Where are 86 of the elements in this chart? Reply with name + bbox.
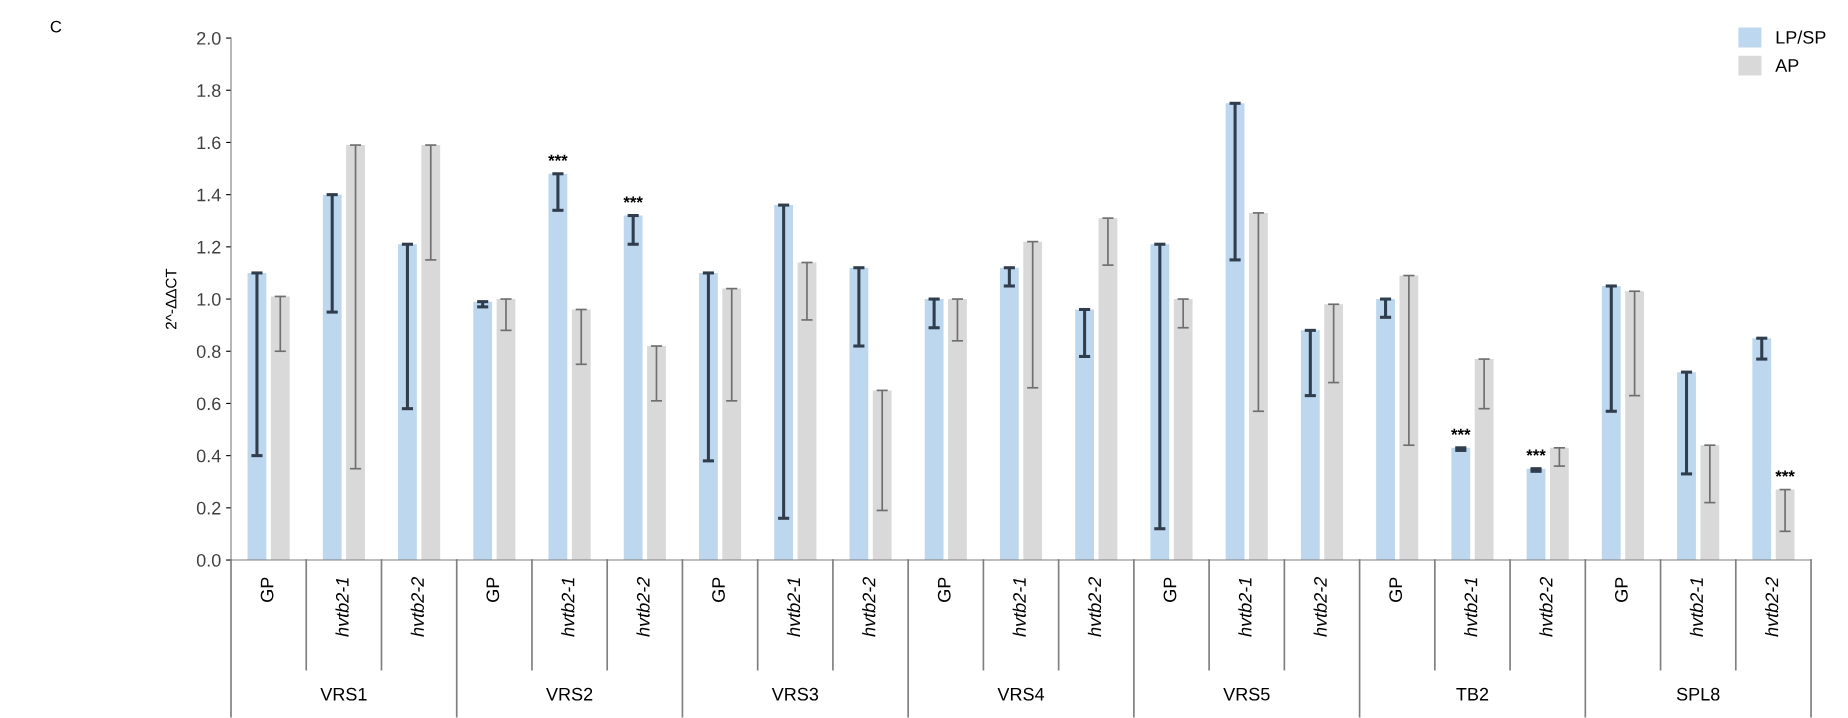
bar	[999, 267, 1019, 561]
x-tick-label: hvtb2-1	[1464, 578, 1478, 637]
text: C	[50, 20, 62, 33]
bar	[270, 296, 290, 561]
x-tick-label: hvtb2-2	[1313, 576, 1327, 637]
y-tick-label: 2.0	[197, 31, 221, 45]
bar	[1451, 447, 1471, 561]
bar	[1075, 309, 1094, 561]
x-tick-label: hvtb2-2	[410, 576, 424, 637]
bar	[548, 173, 568, 561]
x-tick-label: hvtb2-1	[1012, 578, 1026, 637]
y-tick-label: 1.0	[197, 292, 221, 306]
bar	[722, 288, 742, 561]
bar	[1625, 291, 1645, 561]
x-tick-label: hvtb2-2	[862, 576, 876, 637]
bar	[647, 346, 666, 561]
bar	[1775, 489, 1795, 561]
bar	[872, 390, 892, 561]
x-tick-label: GP	[712, 577, 725, 602]
data-label: ***	[1775, 470, 1795, 477]
bar	[1324, 304, 1344, 561]
x-tick-label: GP	[486, 577, 500, 602]
x-tick-label: hvtb2-2	[1539, 576, 1553, 637]
bar	[1376, 299, 1395, 561]
text: VRS4	[997, 687, 1045, 701]
bar	[346, 145, 365, 561]
y-axis-title: 2^-ΔΔCT	[165, 268, 177, 330]
bar	[849, 267, 869, 561]
x-tick-label: GP	[1615, 577, 1628, 602]
y-tick-label: 1.4	[197, 188, 221, 202]
bar	[1173, 299, 1193, 561]
x-tick-label: hvtb2-1	[786, 578, 801, 637]
bar	[1474, 359, 1494, 561]
bar	[1225, 103, 1245, 561]
x-tick-label: hvtb2-1	[561, 578, 575, 637]
x-tick-label: hvtb2-2	[636, 576, 650, 637]
bar	[1526, 468, 1546, 561]
x-tick-label: hvtb2-1	[1689, 578, 1704, 637]
bar	[571, 309, 591, 561]
bar	[421, 145, 441, 561]
data-label: ***	[1451, 428, 1471, 435]
data-label: ***	[548, 154, 568, 161]
bar	[623, 215, 643, 561]
text: VRS2	[546, 687, 593, 701]
x-tick-label: GP	[937, 577, 951, 602]
y-tick-label: 0.6	[196, 397, 221, 411]
text: SPL8	[1676, 687, 1720, 701]
y-tick-label: 0.0	[196, 553, 221, 567]
bar	[1752, 338, 1772, 561]
x-tick-label: hvtb2-1	[1238, 578, 1252, 637]
bar	[322, 194, 342, 561]
bar	[1249, 212, 1268, 561]
x-tick-label: hvtb2-1	[335, 578, 349, 637]
bar	[797, 262, 817, 561]
x-tick-label: GP	[1389, 577, 1403, 602]
text: TB2	[1456, 687, 1489, 701]
bar	[1300, 330, 1320, 561]
bar	[1399, 275, 1419, 561]
bar	[1549, 447, 1569, 561]
x-tick-label: GP	[260, 577, 274, 602]
x-tick-label: hvtb2-2	[1087, 576, 1102, 637]
y-tick-label: 0.8	[196, 345, 221, 358]
bar	[948, 299, 967, 561]
bar	[924, 299, 944, 561]
legend-label: AP	[1775, 59, 1799, 72]
text: VRS1	[320, 687, 367, 701]
bar	[1677, 372, 1696, 561]
legend-label: LP/SP	[1776, 30, 1826, 44]
y-tick-label: 1.2	[197, 240, 221, 254]
text: VRS3	[771, 687, 819, 701]
bar	[1098, 218, 1118, 561]
bar	[473, 301, 493, 561]
text: VRS5	[1223, 687, 1270, 701]
bar	[398, 244, 417, 561]
bar	[1700, 445, 1720, 561]
data-label: ***	[623, 196, 643, 203]
x-tick-label: GP	[1163, 577, 1177, 602]
y-tick-label: 1.6	[197, 136, 221, 150]
bar	[1601, 286, 1621, 561]
x-tick-label: hvtb2-2	[1765, 576, 1779, 637]
y-tick-label: 0.2	[196, 501, 221, 515]
y-tick-label: 0.4	[196, 449, 221, 463]
data-label: ***	[1526, 449, 1546, 456]
bar	[1023, 241, 1043, 561]
y-tick-label: 1.8	[197, 84, 221, 97]
bar	[496, 299, 516, 561]
